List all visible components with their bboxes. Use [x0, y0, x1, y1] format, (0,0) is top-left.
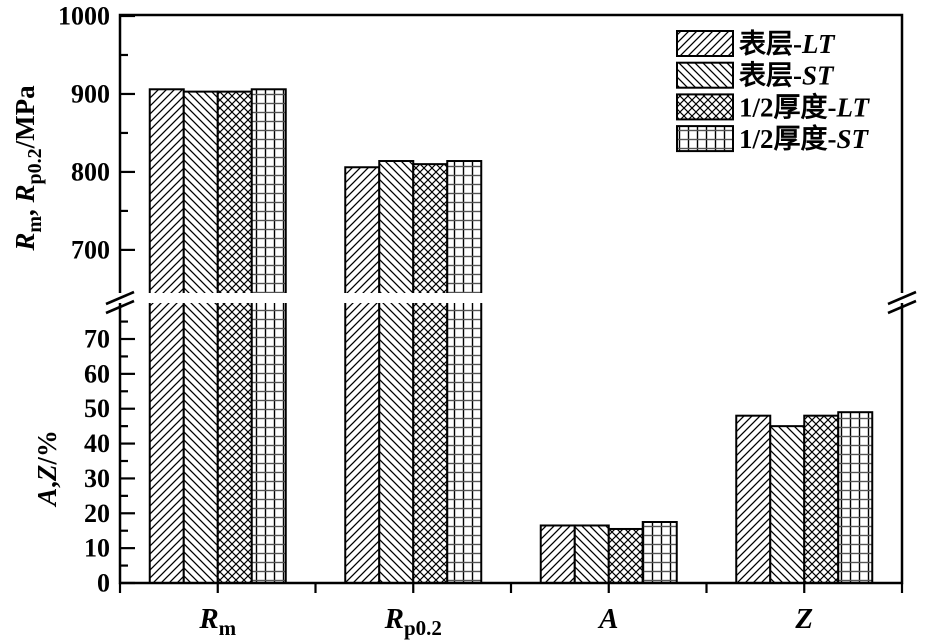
y-tick-label: 20 [84, 499, 110, 528]
legend-label: 表层-LT [739, 29, 836, 59]
x-category-label: Z [794, 603, 813, 635]
bars-layer [148, 88, 874, 585]
legend-label: 表层-ST [739, 61, 835, 91]
y-tick-label: 50 [84, 394, 110, 423]
bar-表层-LT [344, 166, 381, 584]
y-tick-label: 900 [71, 79, 110, 108]
bar-1/2厚度-ST [837, 411, 874, 585]
bar-表层-LT [735, 414, 772, 584]
bar-1/2厚度-LT [216, 90, 253, 585]
x-category-label: A [597, 603, 618, 635]
y-tick-label: 10 [84, 534, 110, 563]
y-tick-label: 60 [84, 359, 110, 388]
legend-label: 1/2厚度-ST [739, 123, 870, 154]
y-tick-label: 800 [71, 157, 110, 186]
legend-swatch-grid-icon [676, 125, 734, 153]
y-axis-title-top: Rm, Rp0.2/MPa [10, 85, 46, 252]
bar-1/2厚度-ST [446, 160, 483, 585]
bar-1/2厚度-LT [803, 414, 840, 584]
y-tick-label: 700 [71, 235, 110, 264]
y-tick-label: 0 [97, 569, 110, 598]
bar-表层-ST [378, 160, 415, 585]
break-slash-icon [105, 299, 135, 315]
bar-表层-LT [539, 524, 576, 585]
bar-表层-ST [769, 425, 806, 584]
break-slash-icon [887, 290, 917, 306]
y-tick-label: 70 [84, 325, 110, 354]
bar-表层-ST [182, 90, 219, 585]
axis-break-layer [105, 290, 917, 315]
bar-1/2厚度-LT [412, 163, 449, 584]
x-category-label: Rp0.2 [384, 603, 442, 640]
break-slash-icon [887, 299, 917, 315]
bar-1/2厚度-ST [641, 521, 678, 584]
legend-swatch-backward-diagonal-icon [676, 61, 734, 89]
break-gap-band [110, 293, 912, 303]
bar-表层-ST [573, 524, 610, 585]
bar-1/2厚度-LT [607, 527, 644, 585]
y-tick-label: 1000 [58, 2, 110, 31]
break-slash-icon [105, 290, 135, 306]
ticks-layer [118, 14, 904, 593]
y-tick-label: 30 [84, 464, 110, 493]
labels-layer: 700 800 900 1000 0 10 20 30 40 50 60 70 Rm Rp0.2 A Z Rm,… [10, 2, 813, 641]
legend-swatch-crosshatch-icon [676, 93, 734, 121]
y-axis-title-bottom: A,Z/% [32, 430, 62, 508]
bar-1/2厚度-ST [250, 88, 287, 584]
y-tick-label: 40 [84, 429, 110, 458]
bar-表层-LT [148, 88, 185, 584]
x-category-label: Rm [198, 603, 236, 640]
legend-swatch-forward-diagonal-icon [676, 30, 734, 57]
legend-label: 1/2厚度-LT [739, 91, 871, 122]
